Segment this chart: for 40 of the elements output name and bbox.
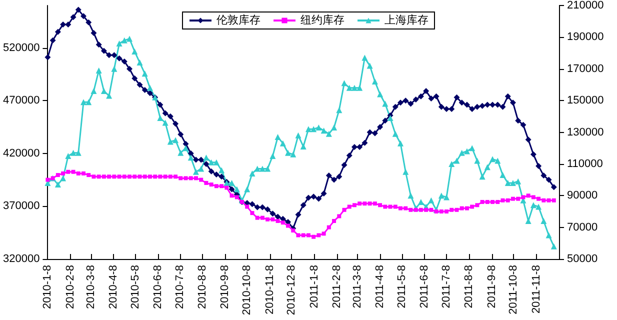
y2-tick-label: 190000 [567, 31, 604, 44]
legend-label: 伦敦库存 [216, 14, 260, 26]
x-tick-label: 2010-9-8 [219, 265, 232, 310]
x-tick-label: 2010-3-8 [84, 265, 97, 310]
y-tick-label: 470000 [2, 94, 40, 107]
x-tick-label: 2010-5-8 [129, 265, 142, 310]
y-tick-label: 520000 [2, 42, 40, 54]
x-tick-label: 2011-5-8 [396, 265, 408, 308]
x-tick-label: 2010-11-8 [264, 265, 276, 314]
x-tick-label: 2011-10-8 [508, 265, 520, 314]
x-tick-label: 2011-8-8 [463, 265, 476, 308]
y2-tick-label: 70000 [567, 221, 598, 234]
x-tick-label: 2011-3-8 [351, 265, 364, 308]
legend-label: 上海库存 [384, 14, 428, 26]
y2-tick-label: 130000 [567, 126, 604, 138]
x-tick-label: 2011-4-8 [374, 265, 386, 308]
x-tick-label: 2010-12-8 [286, 265, 298, 316]
x-tick-label: 2011-9-8 [486, 265, 498, 308]
y2-tick-label: 90000 [567, 190, 598, 202]
x-tick-label: 2010-6-8 [152, 265, 164, 310]
x-tick-label: 2010-4-8 [107, 265, 120, 310]
legend-label: 纽约库存 [300, 14, 344, 26]
y2-tick-label: 170000 [567, 62, 604, 75]
x-tick-label: 2010-2-8 [64, 265, 76, 310]
x-tick-label: 2011-11-8 [530, 265, 542, 314]
x-tick-label: 2011-1-8 [308, 265, 320, 308]
x-tick-label: 2010-10-8 [241, 265, 254, 316]
y-tick-label: 370000 [2, 200, 40, 212]
x-tick-label: 2010-7-8 [174, 265, 186, 310]
x-tick-label: 2010-8-8 [196, 265, 209, 310]
x-tick-label: 2011-7-8 [440, 265, 453, 308]
y2-tick-label: 110000 [567, 158, 603, 170]
y2-tick-label: 50000 [567, 253, 598, 265]
y2-tick-label: 210000 [567, 0, 604, 12]
x-tick-label: 2011-2-8 [330, 265, 343, 308]
y-tick-label: 320000 [2, 253, 40, 265]
y2-tick-label: 150000 [567, 94, 604, 107]
x-tick-label: 2011-6-8 [418, 265, 431, 308]
y-tick-label: 420000 [2, 147, 40, 160]
x-tick-label: 2010-1-8 [42, 265, 54, 310]
